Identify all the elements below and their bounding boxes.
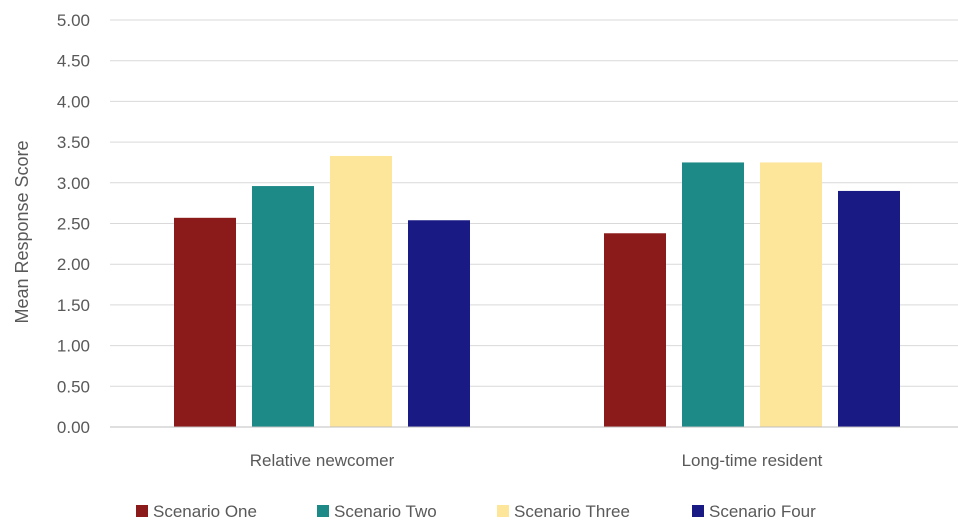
y-tick-label: 0.00 — [57, 418, 90, 437]
y-axis-ticks: 0.00 0.50 1.00 1.50 2.00 2.50 3.00 3.50 4.00 4.50… — [57, 11, 90, 437]
bar-scenario-four-long-time-resident — [838, 190, 900, 427]
y-tick-label: 1.00 — [57, 337, 90, 356]
gridlines — [110, 19, 958, 387]
bars — [174, 155, 900, 428]
bar-scenario-three-long-time-resident — [760, 162, 822, 427]
legend-swatch — [136, 505, 148, 517]
y-tick-label: 2.50 — [57, 215, 90, 234]
legend-swatch — [692, 505, 704, 517]
y-tick-label: 5.00 — [57, 11, 90, 30]
legend-label: Scenario One — [153, 502, 257, 521]
legend-label: Scenario Four — [709, 502, 816, 521]
y-tick-label: 4.00 — [57, 92, 90, 111]
bar-scenario-two-relative-newcomer — [252, 186, 314, 427]
bar-scenario-four-relative-newcomer — [408, 220, 470, 427]
bar-scenario-one-relative-newcomer — [174, 217, 236, 427]
x-category-label: Relative newcomer — [250, 451, 395, 470]
bar-scenario-two-long-time-resident — [682, 162, 744, 427]
bar-scenario-one-long-time-resident — [604, 233, 666, 427]
y-tick-label: 4.50 — [57, 52, 90, 71]
x-category-label: Long-time resident — [682, 451, 823, 470]
legend-label: Scenario Two — [334, 502, 437, 521]
y-tick-label: 3.50 — [57, 133, 90, 152]
legend: Scenario One Scenario Two Scenario Three Sc… — [136, 502, 816, 521]
legend-swatch — [317, 505, 329, 517]
y-tick-label: 1.50 — [57, 296, 90, 315]
y-axis-title: Mean Response Score — [12, 140, 32, 323]
legend-swatch — [497, 505, 509, 517]
y-tick-label: 0.50 — [57, 377, 90, 396]
y-tick-label: 3.00 — [57, 174, 90, 193]
bar-scenario-three-relative-newcomer — [330, 155, 392, 428]
x-axis-categories: Relative newcomer Long-time resident — [250, 451, 823, 470]
y-tick-label: 2.00 — [57, 255, 90, 274]
legend-label: Scenario Three — [514, 502, 630, 521]
